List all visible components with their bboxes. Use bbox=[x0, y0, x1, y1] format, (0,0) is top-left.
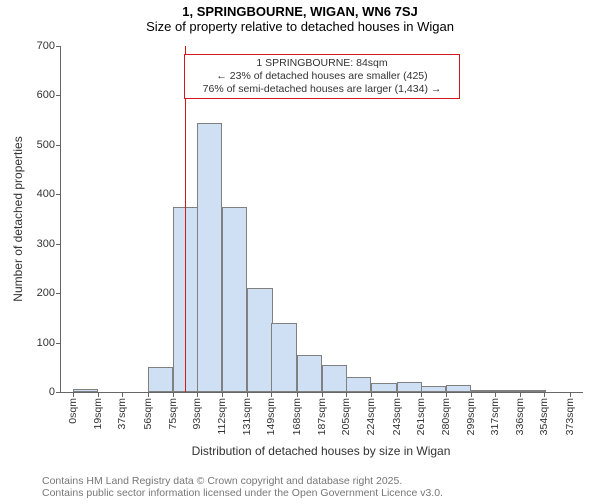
histogram-bar bbox=[371, 383, 396, 392]
histogram-bar bbox=[520, 390, 545, 392]
x-tick-label: 112sqm bbox=[216, 398, 228, 435]
footer-line-1: Contains HM Land Registry data © Crown c… bbox=[42, 475, 443, 488]
y-tick-label: 500 bbox=[37, 139, 55, 151]
histogram-bar bbox=[222, 207, 247, 392]
histogram-bar bbox=[271, 323, 296, 392]
y-tick-mark bbox=[56, 293, 61, 294]
x-tick-mark bbox=[148, 392, 149, 397]
x-tick-mark bbox=[371, 392, 372, 397]
title-line-2: Size of property relative to detached ho… bbox=[0, 19, 600, 34]
title-line-1: 1, SPRINGBOURNE, WIGAN, WN6 7SJ bbox=[0, 4, 600, 19]
y-tick-mark bbox=[56, 343, 61, 344]
x-tick-mark bbox=[471, 392, 472, 397]
x-tick-label: 299sqm bbox=[465, 398, 477, 435]
histogram-bar bbox=[297, 355, 322, 392]
x-tick-label: 224sqm bbox=[365, 398, 377, 435]
x-tick-label: 75sqm bbox=[167, 398, 179, 430]
x-tick-mark bbox=[173, 392, 174, 397]
x-tick-label: 280sqm bbox=[440, 398, 452, 435]
histogram-bar bbox=[322, 365, 347, 392]
x-tick-label: 336sqm bbox=[514, 398, 526, 435]
x-tick-label: 205sqm bbox=[340, 398, 352, 435]
x-tick-mark bbox=[73, 392, 74, 397]
x-tick-mark bbox=[271, 392, 272, 397]
x-tick-label: 317sqm bbox=[489, 398, 501, 435]
x-tick-label: 168sqm bbox=[291, 398, 303, 435]
x-tick-mark bbox=[222, 392, 223, 397]
y-tick-label: 200 bbox=[37, 287, 55, 299]
y-tick-mark bbox=[56, 145, 61, 146]
y-tick-label: 0 bbox=[49, 386, 55, 398]
y-tick-mark bbox=[56, 95, 61, 96]
x-tick-mark bbox=[247, 392, 248, 397]
x-tick-label: 373sqm bbox=[564, 398, 576, 435]
histogram-bar bbox=[197, 123, 222, 392]
histogram-bar bbox=[495, 390, 520, 392]
histogram-bar bbox=[73, 389, 98, 392]
x-axis-label: Distribution of detached houses by size … bbox=[192, 444, 451, 458]
x-tick-label: 37sqm bbox=[116, 398, 128, 430]
annotation-line-1: 1 SPRINGBOURNE: 84sqm bbox=[191, 57, 453, 70]
annotation-box: 1 SPRINGBOURNE: 84sqm← 23% of detached h… bbox=[184, 54, 460, 99]
x-tick-label: 261sqm bbox=[415, 398, 427, 435]
x-tick-mark bbox=[197, 392, 198, 397]
histogram-bar bbox=[148, 367, 173, 392]
x-tick-label: 0sqm bbox=[67, 398, 79, 424]
x-tick-label: 187sqm bbox=[316, 398, 328, 435]
y-tick-mark bbox=[56, 194, 61, 195]
y-tick-label: 100 bbox=[37, 337, 55, 349]
x-tick-label: 56sqm bbox=[142, 398, 154, 430]
y-tick-label: 300 bbox=[37, 238, 55, 250]
x-tick-label: 131sqm bbox=[241, 398, 253, 435]
y-tick-label: 600 bbox=[37, 89, 55, 101]
x-tick-mark bbox=[446, 392, 447, 397]
histogram-bar bbox=[397, 382, 422, 392]
x-tick-mark bbox=[520, 392, 521, 397]
histogram-bar bbox=[446, 385, 471, 392]
x-tick-label: 19sqm bbox=[92, 398, 104, 430]
footer-attribution: Contains HM Land Registry data © Crown c… bbox=[42, 475, 443, 500]
x-tick-mark bbox=[122, 392, 123, 397]
annotation-line-2: ← 23% of detached houses are smaller (42… bbox=[191, 70, 453, 83]
y-axis-label: Number of detached properties bbox=[11, 136, 25, 301]
x-tick-mark bbox=[297, 392, 298, 397]
annotation-line-3: 76% of semi-detached houses are larger (… bbox=[191, 83, 453, 96]
x-tick-mark bbox=[570, 392, 571, 397]
x-tick-mark bbox=[346, 392, 347, 397]
y-tick-mark bbox=[56, 46, 61, 47]
x-tick-label: 149sqm bbox=[265, 398, 277, 435]
histogram-bar bbox=[421, 386, 446, 392]
x-tick-mark bbox=[322, 392, 323, 397]
x-tick-mark bbox=[495, 392, 496, 397]
x-tick-mark bbox=[544, 392, 545, 397]
histogram-bar bbox=[471, 390, 496, 392]
x-tick-label: 243sqm bbox=[391, 398, 403, 435]
x-tick-label: 354sqm bbox=[538, 398, 550, 435]
x-tick-mark bbox=[98, 392, 99, 397]
y-tick-mark bbox=[56, 244, 61, 245]
x-tick-mark bbox=[397, 392, 398, 397]
histogram-bar bbox=[346, 377, 371, 392]
x-tick-mark bbox=[421, 392, 422, 397]
x-tick-label: 93sqm bbox=[191, 398, 203, 430]
chart-plot-area: 01002003004005006007000sqm19sqm37sqm56sq… bbox=[60, 46, 583, 393]
y-tick-label: 400 bbox=[37, 188, 55, 200]
y-tick-mark bbox=[56, 392, 61, 393]
footer-line-2: Contains public sector information licen… bbox=[42, 487, 443, 500]
y-tick-label: 700 bbox=[37, 40, 55, 52]
histogram-bar bbox=[247, 288, 272, 392]
